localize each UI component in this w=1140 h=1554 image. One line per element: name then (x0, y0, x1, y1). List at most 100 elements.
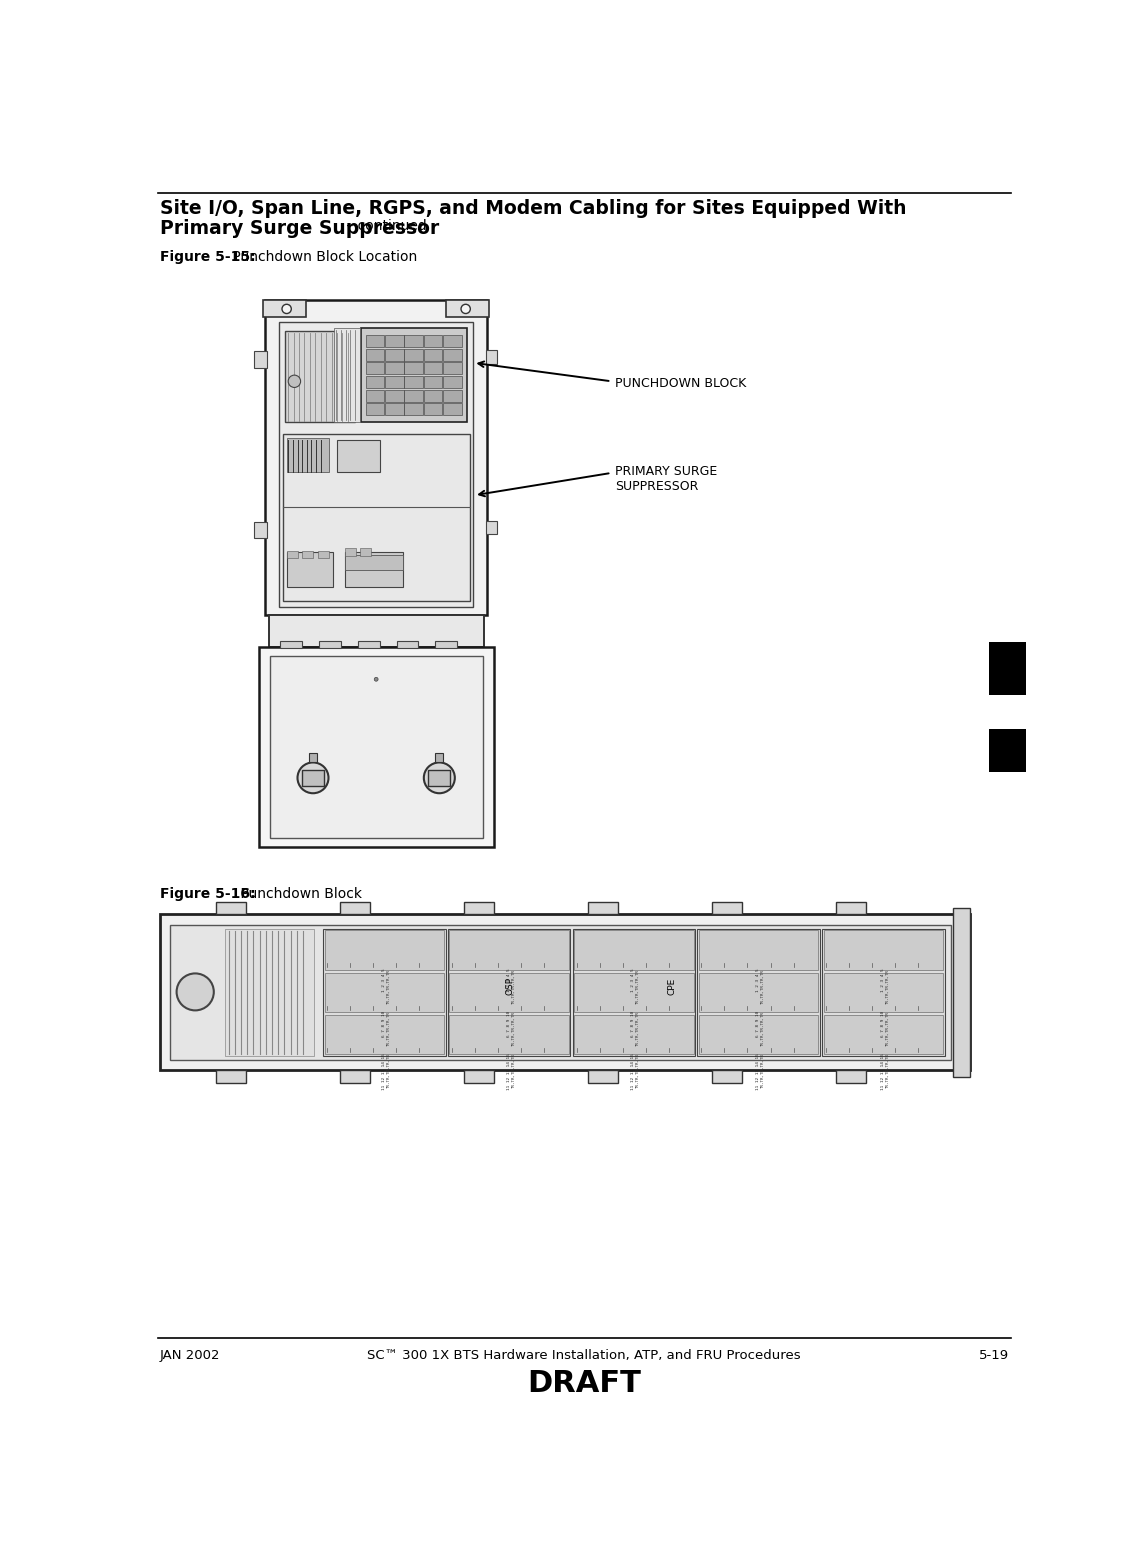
Bar (225, 929, 314, 1055)
Bar (699, 1015, 819, 1054)
Bar (344, 552, 402, 587)
Text: 1 2 3 4 5: 1 2 3 4 5 (506, 968, 511, 993)
Bar (824, 973, 943, 1012)
Bar (443, 402, 462, 415)
Bar (170, 925, 951, 1060)
Text: Site I/O, Span Line, RGPS, and Modem Cabling for Sites Equipped With: Site I/O, Span Line, RGPS, and Modem Cab… (160, 199, 906, 218)
Bar (486, 351, 497, 364)
Bar (698, 929, 820, 1055)
Text: CPE: CPE (668, 977, 677, 995)
Text: TR,TR,TR,TR,TR: TR,TR,TR,TR,TR (886, 1012, 889, 1046)
Bar (361, 328, 467, 423)
Bar (279, 322, 473, 608)
Text: PRIMARY SURGE
SUPPRESSOR: PRIMARY SURGE SUPPRESSOR (616, 465, 717, 493)
Text: TR,TR,TR,TR,TR: TR,TR,TR,TR,TR (760, 968, 765, 1004)
Text: OSP: OSP (506, 977, 515, 995)
Circle shape (424, 763, 455, 793)
Text: 11 12 13 14 15: 11 12 13 14 15 (506, 1054, 511, 1091)
Text: JAN 2002: JAN 2002 (160, 1349, 220, 1363)
Text: 11 12 13 14 15: 11 12 13 14 15 (632, 1054, 635, 1091)
Bar (285, 331, 355, 423)
Bar (366, 348, 384, 361)
Bar (443, 348, 462, 361)
Bar (269, 614, 483, 646)
Bar (953, 908, 970, 1077)
Bar (325, 973, 443, 1012)
Text: TR,TR,TR,TR,TR: TR,TR,TR,TR,TR (886, 968, 889, 1004)
Circle shape (461, 305, 471, 314)
Bar (712, 901, 742, 914)
Bar (824, 931, 943, 970)
Bar (325, 1015, 443, 1054)
Bar (486, 522, 497, 533)
Bar (572, 929, 695, 1055)
Bar (712, 1071, 742, 1083)
Bar (385, 402, 404, 415)
Text: 5-19: 5-19 (979, 1349, 1009, 1363)
Bar (286, 552, 333, 587)
Text: 6 7 8 9 10: 6 7 8 9 10 (881, 1012, 885, 1038)
Circle shape (298, 763, 328, 793)
Bar (836, 1071, 865, 1083)
Bar (405, 376, 423, 388)
Text: Punchdown Block: Punchdown Block (236, 887, 361, 901)
Bar (443, 362, 462, 375)
Bar (575, 931, 693, 970)
Text: 1 2 3 4 5: 1 2 3 4 5 (756, 968, 760, 993)
Bar (699, 931, 819, 970)
Text: TR,TR,TR,TR,TR: TR,TR,TR,TR,TR (886, 1054, 889, 1088)
Text: 1 2 3 4 5: 1 2 3 4 5 (632, 968, 635, 993)
Bar (588, 1071, 618, 1083)
Bar (385, 362, 404, 375)
Bar (280, 640, 302, 648)
Bar (443, 336, 462, 347)
Bar (424, 362, 442, 375)
Bar (449, 1015, 569, 1054)
Bar (366, 336, 384, 347)
Bar (334, 328, 359, 423)
Bar (385, 390, 404, 401)
Bar (263, 300, 306, 317)
Text: SC™ 300 1X BTS Hardware Installation, ATP, and FRU Procedures: SC™ 300 1X BTS Hardware Installation, AT… (367, 1349, 801, 1363)
Bar (217, 901, 245, 914)
Bar (286, 550, 298, 558)
Bar (443, 390, 462, 401)
Circle shape (177, 973, 214, 1010)
Bar (325, 931, 443, 970)
Bar (360, 549, 372, 556)
Circle shape (288, 375, 301, 387)
Bar (435, 754, 443, 763)
Text: 6 7 8 9 10: 6 7 8 9 10 (756, 1012, 760, 1038)
Bar (283, 434, 470, 601)
Text: 11 12 13 14 15: 11 12 13 14 15 (756, 1054, 760, 1091)
Text: TR,TR,TR,TR,TR: TR,TR,TR,TR,TR (760, 1012, 765, 1046)
Text: TR,TR,TR,TR,TR: TR,TR,TR,TR,TR (636, 1012, 641, 1046)
Bar (588, 901, 618, 914)
Bar (344, 549, 356, 556)
Bar (385, 348, 404, 361)
Bar (446, 300, 489, 317)
Bar (366, 402, 384, 415)
Bar (824, 1015, 943, 1054)
Bar (344, 555, 402, 570)
Bar (319, 640, 341, 648)
Circle shape (282, 305, 292, 314)
Text: PUNCHDOWN BLOCK: PUNCHDOWN BLOCK (616, 378, 747, 390)
Bar (254, 351, 267, 368)
Bar (424, 390, 442, 401)
Text: TR,TR,TR,TR,TR: TR,TR,TR,TR,TR (512, 1012, 515, 1046)
Bar (424, 348, 442, 361)
Bar (699, 973, 819, 1012)
Bar (435, 640, 457, 648)
Bar (217, 1071, 245, 1083)
Bar (309, 754, 317, 763)
Text: TR,TR,TR,TR,TR: TR,TR,TR,TR,TR (636, 1054, 641, 1088)
Bar (424, 376, 442, 388)
Bar (405, 362, 423, 375)
Text: Figure 5-16:: Figure 5-16: (160, 887, 255, 901)
Bar (302, 550, 314, 558)
Text: 11 12 13 14 15: 11 12 13 14 15 (382, 1054, 386, 1091)
Bar (575, 1015, 693, 1054)
Bar (405, 390, 423, 401)
Text: 6 7 8 9 10: 6 7 8 9 10 (382, 1012, 386, 1038)
